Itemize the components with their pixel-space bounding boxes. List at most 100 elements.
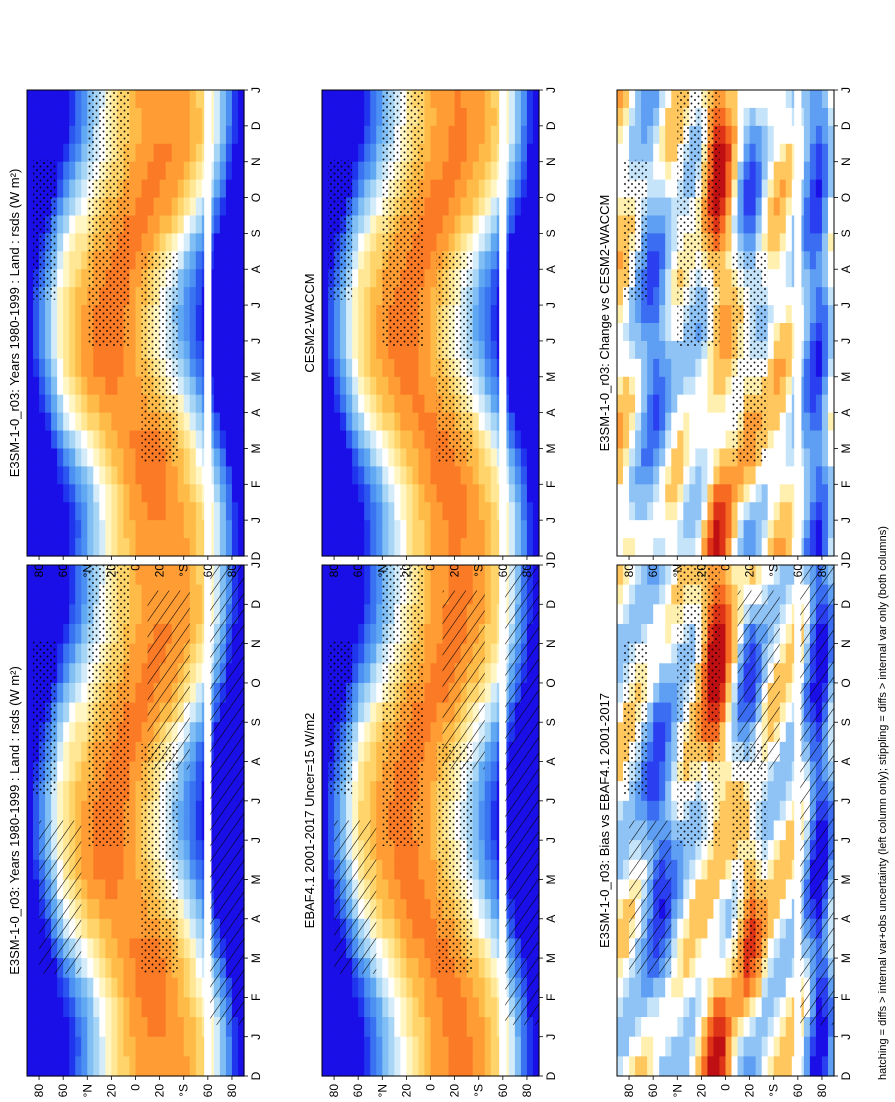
heatmap-cell [153, 179, 161, 199]
heatmap-cell [424, 538, 432, 557]
heatmap-cell [412, 918, 420, 940]
heatmap-cell [484, 484, 492, 503]
heatmap-cell [153, 233, 161, 252]
heatmap-cell [400, 430, 407, 450]
heatmap-cell [225, 107, 233, 127]
heatmap-cell [394, 538, 401, 557]
heatmap-cell [424, 107, 432, 127]
heatmap-cell [725, 977, 733, 998]
heatmap-cell [51, 565, 58, 586]
heatmap-cell [713, 938, 721, 959]
heatmap-cell [695, 977, 702, 998]
heatmap-cell [370, 358, 377, 378]
heatmap-cell [508, 448, 516, 467]
heatmap-cell [526, 376, 534, 396]
heatmap-cell [406, 520, 414, 539]
heatmap-cell [370, 502, 377, 521]
heatmap-cell [490, 682, 498, 704]
heatmap-cell [472, 899, 480, 920]
heatmap-cell [231, 269, 239, 288]
heatmap-cell [508, 107, 516, 127]
heatmap-cell [358, 502, 365, 521]
heatmap-cell [490, 430, 498, 450]
lat-tick-label: 60 [646, 1084, 660, 1098]
heatmap-cell [526, 358, 534, 378]
heatmap-cell [623, 840, 630, 861]
heatmap-cell [785, 682, 793, 704]
heatmap-cell [785, 899, 793, 920]
heatmap-cell [171, 520, 179, 539]
heatmap-cell [165, 484, 173, 503]
heatmap-cell [436, 502, 444, 521]
heatmap-cell [165, 125, 173, 145]
heatmap-cell [81, 520, 88, 539]
heatmap-cell [105, 340, 112, 360]
heatmap-cell [27, 305, 34, 324]
heatmap-cell [424, 820, 432, 841]
heatmap-cell [135, 412, 143, 432]
heatmap-cell [75, 722, 82, 743]
heatmap-cell [629, 466, 636, 485]
heatmap-cell [382, 448, 389, 467]
heatmap-cell [111, 859, 119, 881]
heatmap-cell [454, 215, 462, 234]
heatmap-cell [779, 1036, 787, 1057]
heatmap-cell [352, 466, 359, 485]
heatmap-cell [779, 584, 787, 605]
heatmap-cell [237, 502, 245, 521]
heatmap-cell [436, 604, 444, 625]
heatmap-cell [695, 958, 702, 979]
heatmap-cell [436, 682, 444, 704]
heatmap-cell [635, 604, 642, 625]
heatmap-cell [617, 800, 624, 822]
heatmap-cell [454, 90, 462, 109]
heatmap-cell [436, 643, 444, 664]
heatmap-cell [719, 741, 727, 763]
heatmap-cell [33, 1036, 40, 1057]
heatmap-cell [647, 800, 654, 822]
heatmap-cell [33, 358, 40, 378]
heatmap-cell [484, 269, 492, 288]
heatmap-cell [63, 394, 70, 414]
heatmap-cell [707, 899, 715, 920]
heatmap-cell [490, 215, 498, 234]
heatmap-cell [183, 358, 191, 378]
heatmap-cell [532, 1017, 540, 1038]
heatmap-cell [641, 376, 648, 396]
heatmap-cell [484, 197, 492, 217]
heatmap-cell [653, 565, 660, 586]
heatmap-cell [129, 287, 137, 306]
heatmap-cell [400, 899, 407, 920]
heatmap-cell [442, 161, 450, 181]
heatmap-cell [490, 938, 498, 959]
heatmap-cell [117, 358, 125, 378]
heatmap-cell [430, 305, 438, 324]
heatmap-cell [231, 394, 239, 414]
heatmap-cell [129, 682, 137, 704]
heatmap-cell [135, 800, 143, 822]
heatmap-cell [526, 251, 534, 270]
heatmap-cell [39, 323, 46, 342]
heatmap-cell [394, 879, 401, 900]
heatmap-cell [653, 125, 660, 145]
heatmap-cell [635, 323, 642, 342]
heatmap-cell [731, 584, 739, 605]
heatmap-cell [159, 520, 167, 539]
heatmap-cell [135, 107, 143, 127]
heatmap-cell [508, 430, 516, 450]
heatmap-cell [129, 800, 137, 822]
month-tick-label: D [249, 121, 263, 130]
heatmap-cell [424, 305, 432, 324]
heatmap-cell [430, 918, 438, 940]
heatmap-cell [472, 484, 480, 503]
heatmap-cell [514, 466, 522, 485]
heatmap-cell [532, 484, 540, 503]
heatmap-cell [448, 484, 456, 503]
heatmap-cell [370, 376, 377, 396]
heatmap-cell [424, 761, 432, 782]
heatmap-cell [761, 1017, 769, 1038]
heatmap-cell [123, 997, 131, 1018]
heatmap-cell [647, 466, 654, 485]
heatmap-cell [629, 323, 636, 342]
